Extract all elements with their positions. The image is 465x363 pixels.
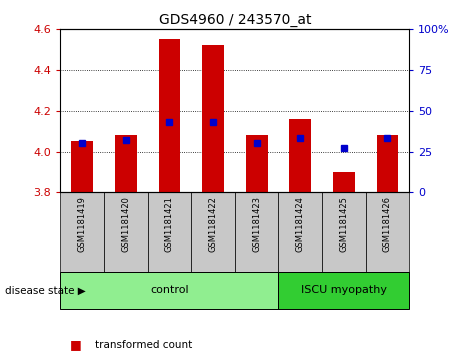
Bar xyxy=(322,192,365,272)
Text: GSM1181425: GSM1181425 xyxy=(339,196,348,252)
Bar xyxy=(60,192,104,272)
Bar xyxy=(191,192,235,272)
Bar xyxy=(365,192,409,272)
Bar xyxy=(279,192,322,272)
Bar xyxy=(159,39,180,192)
Title: GDS4960 / 243570_at: GDS4960 / 243570_at xyxy=(159,13,311,26)
Text: GSM1181421: GSM1181421 xyxy=(165,196,174,252)
Bar xyxy=(333,172,355,192)
Bar xyxy=(246,135,267,192)
Text: GSM1181420: GSM1181420 xyxy=(121,196,130,252)
Text: GSM1181423: GSM1181423 xyxy=(252,196,261,252)
Bar xyxy=(148,192,191,272)
Text: ■: ■ xyxy=(70,338,81,351)
Text: control: control xyxy=(150,285,189,295)
Bar xyxy=(235,192,279,272)
Text: disease state ▶: disease state ▶ xyxy=(5,285,86,295)
Bar xyxy=(279,272,409,309)
Text: transformed count: transformed count xyxy=(95,340,193,350)
Text: GSM1181422: GSM1181422 xyxy=(208,196,218,252)
Bar xyxy=(115,135,137,192)
Bar xyxy=(202,45,224,192)
Text: GSM1181424: GSM1181424 xyxy=(296,196,305,252)
Bar xyxy=(71,141,93,192)
Bar xyxy=(377,135,399,192)
Bar xyxy=(60,272,279,309)
Text: GSM1181426: GSM1181426 xyxy=(383,196,392,252)
Bar xyxy=(289,119,311,192)
Bar xyxy=(104,192,147,272)
Text: GSM1181419: GSM1181419 xyxy=(78,196,87,252)
Text: ISCU myopathy: ISCU myopathy xyxy=(301,285,387,295)
